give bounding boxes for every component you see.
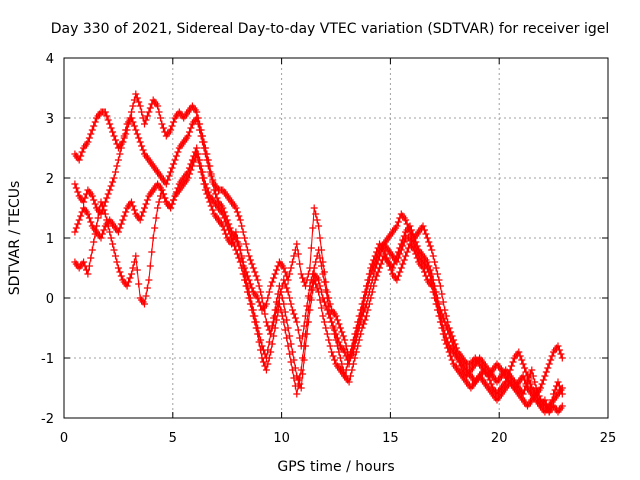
x-tick-label: 0 bbox=[60, 431, 68, 446]
series-plus-markers bbox=[71, 114, 566, 416]
data-series bbox=[71, 90, 566, 416]
y-tick-label: -1 bbox=[41, 352, 54, 367]
chart-title: Day 330 of 2021, Sidereal Day-to-day VTE… bbox=[51, 21, 610, 37]
y-tick-label: 4 bbox=[46, 52, 54, 67]
y-axis-label: SDTVAR / TECUs bbox=[7, 181, 23, 296]
y-tick-label: 1 bbox=[46, 232, 54, 247]
x-tick-label: 20 bbox=[491, 431, 508, 446]
x-tick-label: 10 bbox=[273, 431, 290, 446]
x-tick-label: 5 bbox=[169, 431, 177, 446]
series-plus-markers bbox=[71, 144, 566, 416]
series-trace-3 bbox=[71, 150, 566, 398]
y-tick-label: 2 bbox=[46, 172, 54, 187]
series-trace-4 bbox=[71, 144, 566, 416]
series-trace-2 bbox=[71, 114, 566, 416]
y-tick-label: -2 bbox=[41, 412, 54, 427]
x-tick-label: 25 bbox=[600, 431, 617, 446]
y-tick-label: 0 bbox=[46, 292, 54, 307]
plot-frame bbox=[63, 57, 609, 419]
series-plus-markers bbox=[71, 150, 566, 398]
series-trace-1 bbox=[71, 90, 566, 416]
axis-ticks: 0 5 10 15 20 25 -2 -1 0 1 2 3 4 bbox=[41, 52, 616, 446]
y-tick-label: 3 bbox=[46, 112, 54, 127]
x-axis-label: GPS time / hours bbox=[277, 459, 394, 475]
x-tick-label: 15 bbox=[382, 431, 399, 446]
